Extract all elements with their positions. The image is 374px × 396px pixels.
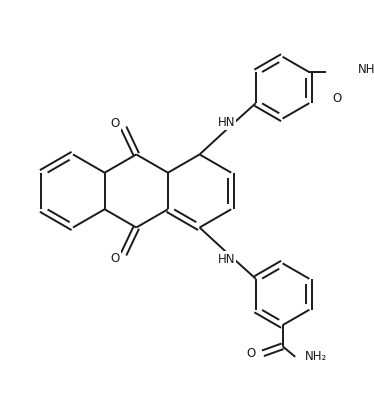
Text: HN: HN — [218, 253, 235, 266]
Text: O: O — [246, 347, 256, 360]
Text: O: O — [333, 92, 342, 105]
Text: HN: HN — [218, 116, 235, 129]
Text: NH₂: NH₂ — [305, 350, 327, 363]
Text: O: O — [111, 117, 120, 130]
Text: O: O — [111, 252, 120, 265]
Text: NH₂: NH₂ — [358, 63, 374, 76]
